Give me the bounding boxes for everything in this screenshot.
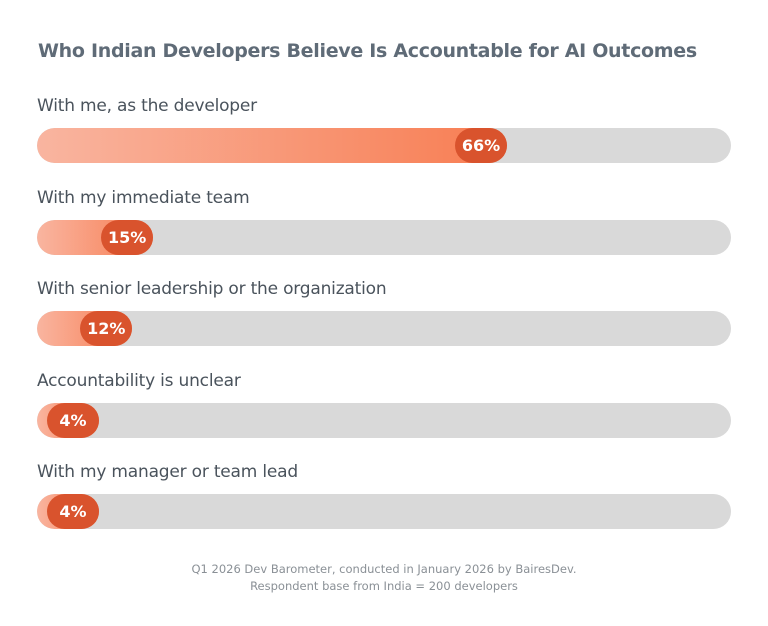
bar-fill — [37, 128, 508, 163]
bar-row: Accountability is unclear 4% — [37, 369, 731, 438]
bar-row: With me, as the developer 66% — [37, 94, 731, 163]
bar-label: With me, as the developer — [37, 96, 257, 116]
bar-value-label: 4% — [47, 494, 99, 529]
bar-track: 4% — [37, 402, 731, 438]
bar-label: With my immediate team — [37, 187, 250, 208]
bar-row: With senior leadership or the organizati… — [37, 277, 731, 346]
bar-value-label: 15% — [101, 219, 154, 255]
chart-title: Who Indian Developers Believe Is Account… — [38, 40, 697, 62]
bar-value-label: 4% — [47, 402, 99, 438]
bar-track: 4% — [37, 494, 731, 529]
bar-track: 12% — [37, 311, 731, 346]
footnote-line-2: Respondent base from India = 200 develop… — [250, 579, 518, 593]
bar-row: With my immediate team 15% — [37, 186, 731, 255]
bar-row: With my manager or team lead 4% — [37, 460, 731, 529]
bar-label: With senior leadership or the organizati… — [37, 279, 387, 299]
bar-label: With my manager or team lead — [37, 462, 298, 482]
bar-value-label: 66% — [455, 128, 508, 163]
bar-value-label: 12% — [80, 311, 133, 346]
bar-track: 66% — [37, 128, 731, 163]
bar-label: Accountability is unclear — [37, 370, 241, 391]
footnote: Q1 2026 Dev Barometer, conducted in Janu… — [0, 561, 768, 595]
footnote-line-1: Q1 2026 Dev Barometer, conducted in Janu… — [191, 562, 577, 576]
bar-track: 15% — [37, 219, 731, 255]
